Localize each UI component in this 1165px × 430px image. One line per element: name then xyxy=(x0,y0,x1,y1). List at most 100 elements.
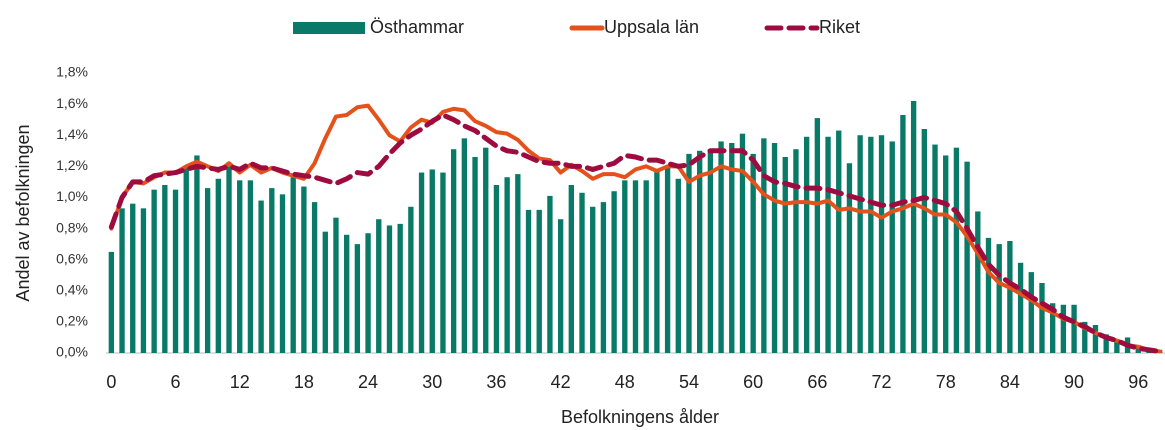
y-axis-title: Andel av befolkningen xyxy=(13,124,33,301)
y-tick-label: 0,0% xyxy=(56,344,88,360)
bar xyxy=(1007,241,1013,353)
bar xyxy=(1103,334,1109,353)
legend-label: Uppsala län xyxy=(604,17,699,37)
bar xyxy=(632,180,639,353)
bar xyxy=(162,185,168,353)
bar xyxy=(450,149,457,353)
bar xyxy=(707,149,714,353)
x-tick-label: 66 xyxy=(807,372,827,392)
bar xyxy=(547,195,553,353)
bar xyxy=(1114,339,1120,353)
bar xyxy=(729,143,735,353)
bar xyxy=(771,143,778,353)
bar xyxy=(140,208,147,353)
bar xyxy=(846,163,853,353)
x-tick-label: 12 xyxy=(230,372,250,392)
x-tick-label: 78 xyxy=(936,372,956,392)
legend-label: Riket xyxy=(819,17,860,37)
bar xyxy=(836,130,842,353)
bar xyxy=(204,188,211,353)
bar xyxy=(301,186,307,353)
x-axis-title: Befolkningens ålder xyxy=(561,407,719,427)
bar xyxy=(686,153,692,353)
bar xyxy=(1060,304,1067,353)
bar xyxy=(932,144,938,353)
bar xyxy=(215,178,221,353)
x-tick-label: 84 xyxy=(1000,372,1020,392)
bar xyxy=(750,153,756,353)
bar xyxy=(194,155,200,353)
bar xyxy=(857,135,863,353)
bar xyxy=(365,233,371,353)
bar xyxy=(1028,272,1034,353)
bar xyxy=(269,188,275,353)
bar xyxy=(921,129,927,353)
bar xyxy=(322,231,328,353)
y-tick-label: 0,2% xyxy=(56,313,88,329)
x-tick-label: 96 xyxy=(1128,372,1148,392)
bar xyxy=(611,191,617,353)
y-tick-label: 0,4% xyxy=(56,281,88,297)
line xyxy=(108,112,1163,354)
legend-swatch xyxy=(293,22,365,34)
bar xyxy=(408,206,414,353)
bar xyxy=(258,200,264,353)
y-tick-label: 1,2% xyxy=(56,157,88,173)
bar xyxy=(878,135,885,353)
bar xyxy=(739,133,746,353)
x-tick-label: 6 xyxy=(171,372,181,392)
x-tick-label: 42 xyxy=(551,372,571,392)
bar xyxy=(943,155,949,353)
bar xyxy=(697,150,703,353)
bar xyxy=(622,180,628,353)
bar xyxy=(803,136,810,353)
x-tick-label: 72 xyxy=(872,372,892,392)
bar xyxy=(1017,262,1024,353)
bar xyxy=(237,180,243,353)
bar xyxy=(953,147,960,353)
bar xyxy=(579,192,585,353)
bar xyxy=(985,237,992,353)
bar xyxy=(996,244,1002,353)
bar xyxy=(418,172,425,353)
x-tick-label: 48 xyxy=(615,372,635,392)
bar xyxy=(1082,321,1088,353)
bar xyxy=(279,194,286,353)
bar xyxy=(825,136,831,353)
bar xyxy=(643,180,649,353)
bar xyxy=(557,219,564,353)
bar xyxy=(130,203,136,353)
bar xyxy=(568,185,574,353)
bar xyxy=(172,189,179,353)
bar xyxy=(493,185,500,353)
bar xyxy=(718,141,724,353)
bar xyxy=(1039,283,1045,353)
bar xyxy=(440,172,446,353)
bar xyxy=(344,234,350,353)
bar xyxy=(910,101,917,353)
bar xyxy=(900,115,906,353)
bar xyxy=(782,157,788,353)
bar xyxy=(1071,304,1077,353)
x-tick-label: 54 xyxy=(679,372,699,392)
bar xyxy=(354,244,361,353)
bar xyxy=(664,166,671,353)
bar xyxy=(889,141,895,353)
bar xyxy=(290,177,296,353)
bar xyxy=(654,171,660,353)
bar xyxy=(536,209,542,353)
bar xyxy=(247,180,254,353)
bar xyxy=(386,225,393,353)
x-tick-label: 0 xyxy=(106,372,116,392)
bar xyxy=(429,169,435,353)
x-tick-label: 90 xyxy=(1064,372,1084,392)
bar xyxy=(333,217,339,353)
bar xyxy=(397,223,403,353)
bar xyxy=(975,211,981,353)
bar xyxy=(761,138,767,353)
bar xyxy=(868,136,874,353)
bar xyxy=(183,166,189,353)
legend-label: Östhammar xyxy=(370,17,464,37)
y-tick-label: 1,6% xyxy=(56,95,88,111)
bar xyxy=(226,166,232,353)
